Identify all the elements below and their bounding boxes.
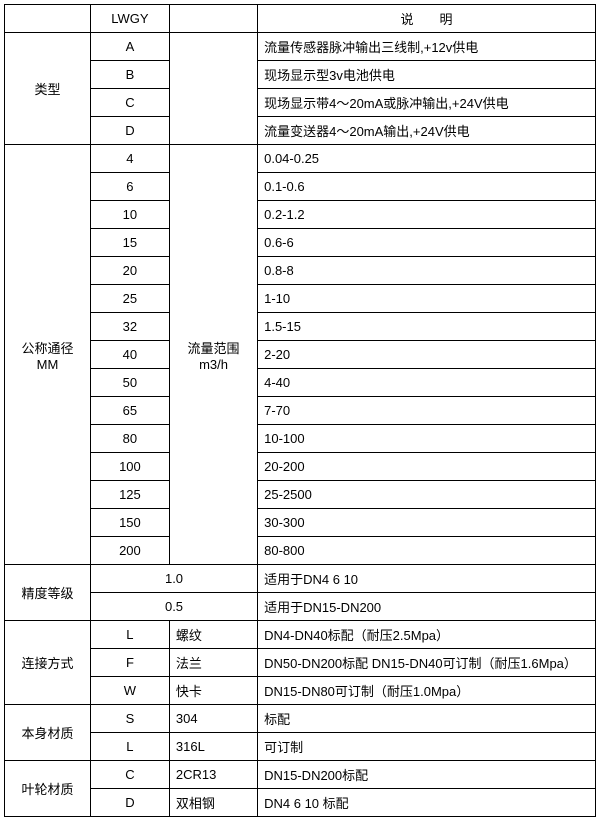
conn-name: 螺纹 [169, 621, 257, 649]
dn-code: 200 [90, 537, 169, 565]
accuracy-val: 1.0 [90, 565, 257, 593]
dn-code: 150 [90, 509, 169, 537]
type-row: 类型 A 流量传感器脉冲输出三线制,+12v供电 [5, 33, 596, 61]
dn-val: 0.8-8 [258, 257, 596, 285]
dn-val: 30-300 [258, 509, 596, 537]
dn-val: 1-10 [258, 285, 596, 313]
conn-desc: DN15-DN80可订制（耐压1.0Mpa） [258, 677, 596, 705]
dn-code: 10 [90, 201, 169, 229]
impeller-row: D 双相钢 DN4 6 10 标配 [5, 789, 596, 817]
spec-table: LWGY 说 明 类型 A 流量传感器脉冲输出三线制,+12v供电 B 现场显示… [4, 4, 596, 817]
conn-row: F 法兰 DN50-DN200标配 DN15-DN40可订制（耐压1.6Mpa） [5, 649, 596, 677]
header-lwgy: LWGY [90, 5, 169, 33]
dn-val: 80-800 [258, 537, 596, 565]
impeller-desc: DN4 6 10 标配 [258, 789, 596, 817]
accuracy-desc: 适用于DN15-DN200 [258, 593, 596, 621]
bodymat-row: L 316L 可订制 [5, 733, 596, 761]
dn-val: 20-200 [258, 453, 596, 481]
type-code: C [90, 89, 169, 117]
conn-row: W 快卡 DN15-DN80可订制（耐压1.0Mpa） [5, 677, 596, 705]
impeller-code: C [90, 761, 169, 789]
dn-label: 公称通径 MM [5, 145, 91, 565]
bodymat-code: L [90, 733, 169, 761]
dn-val: 25-2500 [258, 481, 596, 509]
conn-name: 快卡 [169, 677, 257, 705]
impeller-code: D [90, 789, 169, 817]
type-row: C 现场显示带4～20mA或脉冲输出,+24V供电 [5, 89, 596, 117]
type-col3 [169, 33, 257, 145]
header-desc: 说 明 [258, 5, 596, 33]
type-desc: 流量传感器脉冲输出三线制,+12v供电 [258, 33, 596, 61]
type-code: A [90, 33, 169, 61]
dn-val: 0.6-6 [258, 229, 596, 257]
bodymat-desc: 标配 [258, 705, 596, 733]
dn-code: 65 [90, 397, 169, 425]
dn-val: 1.5-15 [258, 313, 596, 341]
accuracy-row: 0.5 适用于DN15-DN200 [5, 593, 596, 621]
type-desc: 现场显示带4～20mA或脉冲输出,+24V供电 [258, 89, 596, 117]
bodymat-label: 本身材质 [5, 705, 91, 761]
dn-code: 100 [90, 453, 169, 481]
dn-val: 7-70 [258, 397, 596, 425]
dn-code: 125 [90, 481, 169, 509]
dn-val: 0.2-1.2 [258, 201, 596, 229]
dn-range-label: 流量范围 m3/h [169, 145, 257, 565]
dn-val: 4-40 [258, 369, 596, 397]
dn-val: 2-20 [258, 341, 596, 369]
impeller-label: 叶轮材质 [5, 761, 91, 817]
dn-code: 20 [90, 257, 169, 285]
dn-code: 40 [90, 341, 169, 369]
bodymat-name: 316L [169, 733, 257, 761]
type-desc: 流量变送器4～20mA输出,+24V供电 [258, 117, 596, 145]
type-row: B 现场显示型3v电池供电 [5, 61, 596, 89]
header-row: LWGY 说 明 [5, 5, 596, 33]
dn-code: 4 [90, 145, 169, 173]
type-desc: 现场显示型3v电池供电 [258, 61, 596, 89]
dn-code: 50 [90, 369, 169, 397]
impeller-name: 2CR13 [169, 761, 257, 789]
impeller-row: 叶轮材质 C 2CR13 DN15-DN200标配 [5, 761, 596, 789]
conn-code: F [90, 649, 169, 677]
accuracy-row: 精度等级 1.0 适用于DN4 6 10 [5, 565, 596, 593]
dn-val: 0.04-0.25 [258, 145, 596, 173]
dn-code: 6 [90, 173, 169, 201]
dn-code: 15 [90, 229, 169, 257]
conn-row: 连接方式 L 螺纹 DN4-DN40标配（耐压2.5Mpa） [5, 621, 596, 649]
bodymat-row: 本身材质 S 304 标配 [5, 705, 596, 733]
impeller-name: 双相钢 [169, 789, 257, 817]
bodymat-name: 304 [169, 705, 257, 733]
dn-code: 80 [90, 425, 169, 453]
dn-val: 0.1-0.6 [258, 173, 596, 201]
conn-desc: DN50-DN200标配 DN15-DN40可订制（耐压1.6Mpa） [258, 649, 596, 677]
type-label: 类型 [5, 33, 91, 145]
conn-name: 法兰 [169, 649, 257, 677]
conn-label: 连接方式 [5, 621, 91, 705]
accuracy-desc: 适用于DN4 6 10 [258, 565, 596, 593]
dn-code: 25 [90, 285, 169, 313]
accuracy-val: 0.5 [90, 593, 257, 621]
conn-desc: DN4-DN40标配（耐压2.5Mpa） [258, 621, 596, 649]
dn-row: 公称通径 MM 4 流量范围 m3/h 0.04-0.25 [5, 145, 596, 173]
type-row: D 流量变送器4～20mA输出,+24V供电 [5, 117, 596, 145]
bodymat-code: S [90, 705, 169, 733]
impeller-desc: DN15-DN200标配 [258, 761, 596, 789]
conn-code: W [90, 677, 169, 705]
dn-code: 32 [90, 313, 169, 341]
dn-val: 10-100 [258, 425, 596, 453]
type-code: B [90, 61, 169, 89]
accuracy-label: 精度等级 [5, 565, 91, 621]
conn-code: L [90, 621, 169, 649]
bodymat-desc: 可订制 [258, 733, 596, 761]
type-code: D [90, 117, 169, 145]
